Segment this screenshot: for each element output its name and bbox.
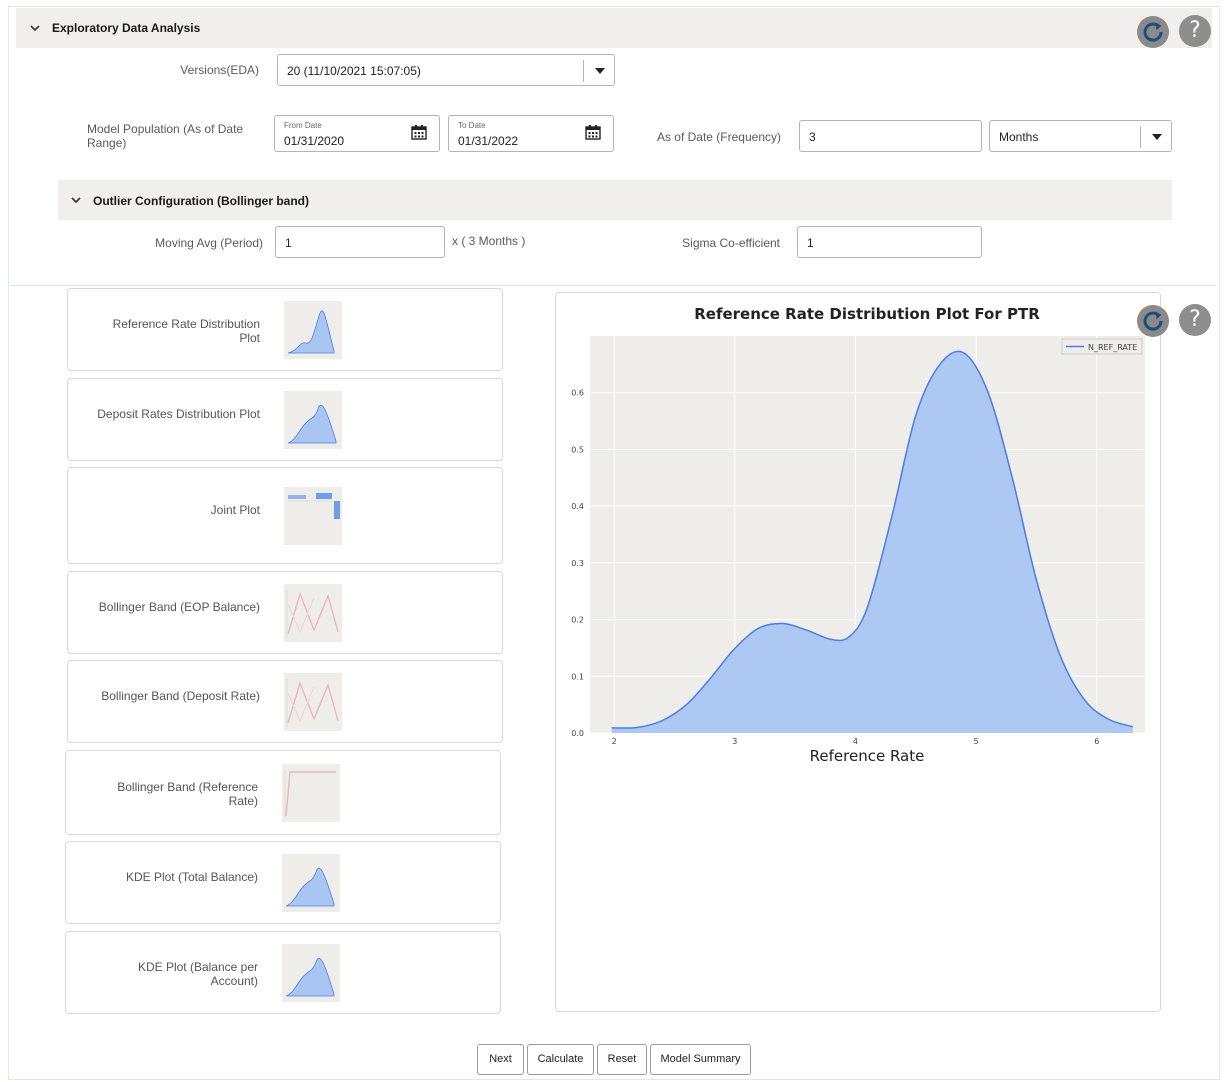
calculate-button[interactable]: Calculate <box>527 1044 594 1075</box>
y-tick-label: 0.0 <box>571 729 584 738</box>
page-frame <box>8 6 1220 1080</box>
chevron-down-icon[interactable] <box>71 195 81 205</box>
chevron-down-icon[interactable] <box>30 23 40 33</box>
plot-tile[interactable]: Deposit Rates Distribution Plot <box>67 378 503 461</box>
plot-tile-label: Joint Plot <box>210 502 260 517</box>
plot-tile[interactable]: KDE Plot (Total Balance) <box>65 841 501 924</box>
model-summary-button[interactable]: Model Summary <box>650 1044 751 1075</box>
legend-box <box>1061 338 1143 355</box>
x-tick-label: 5 <box>974 737 979 746</box>
help-icon[interactable]: ? <box>1179 15 1211 47</box>
refresh-icon[interactable] <box>1137 16 1169 48</box>
plot-tile-label: Bollinger Band (Deposit Rate) <box>101 688 260 703</box>
plot-thumbnail[interactable] <box>284 300 342 359</box>
help-icon[interactable]: ? <box>1179 304 1211 336</box>
kde-area <box>611 351 1133 733</box>
from-date-label: From Date <box>284 121 322 130</box>
moving-avg-suffix: x ( 3 Months ) <box>452 234 526 248</box>
sigma-value: 1 <box>807 236 814 250</box>
x-ticks: 2 3 4 5 6 <box>612 737 1100 746</box>
versions-select[interactable]: 20 (11/10/2021 15:07:05) <box>277 54 615 86</box>
to-date-label: To Date <box>458 121 486 130</box>
plot-thumbnail[interactable] <box>284 390 342 449</box>
frequency-input[interactable]: 3 <box>799 120 982 152</box>
sigma-input[interactable]: 1 <box>797 226 982 258</box>
legend-entry: N_REF_RATE <box>1088 343 1137 352</box>
frequency-unit-value: Months <box>999 130 1039 144</box>
x-axis-label: Reference Rate <box>810 747 925 765</box>
plot-tile-label: Deposit Rates Distribution Plot <box>97 406 260 421</box>
next-button[interactable]: Next <box>477 1044 524 1075</box>
x-tick-label: 2 <box>612 737 617 746</box>
frequency-value: 3 <box>809 130 816 144</box>
caret-down-icon[interactable] <box>595 68 605 74</box>
eda-section-header[interactable]: Exploratory Data Analysis <box>16 8 1212 48</box>
eda-config-panel <box>10 6 1216 286</box>
outlier-title: Outlier Configuration (Bollinger band) <box>93 194 309 208</box>
plot-thumbnail[interactable] <box>282 853 340 912</box>
section-title: Exploratory Data Analysis <box>52 21 201 35</box>
plot-tile[interactable]: Bollinger Band (Reference Rate) <box>65 750 501 835</box>
plot-tile[interactable]: Joint Plot <box>67 467 503 564</box>
plot-tile[interactable]: Reference Rate Distribution Plot <box>67 288 503 371</box>
moving-avg-value: 1 <box>285 236 292 250</box>
to-date-field[interactable]: To Date 01/31/2022 <box>448 115 614 152</box>
from-date-field[interactable]: From Date 01/31/2020 <box>274 115 440 152</box>
y-tick-label: 0.4 <box>571 502 584 511</box>
y-tick-label: 0.2 <box>571 616 584 625</box>
plot-tile-label: KDE Plot (Balance per Account) <box>137 959 258 988</box>
x-tick-label: 4 <box>853 737 858 746</box>
chart-title: Reference Rate Distribution Plot For PTR <box>694 305 1040 323</box>
outlier-section-header[interactable]: Outlier Configuration (Bollinger band) <box>58 180 1172 220</box>
plot-tile-label: KDE Plot (Total Balance) <box>125 869 258 884</box>
plot-thumbnail[interactable] <box>284 583 342 642</box>
moving-avg-label: Moving Avg (Period) <box>155 236 263 250</box>
reference-rate-chart: 2 3 4 5 6 0.0 0.1 0.2 0.3 0.4 0.5 0.6 Reference Ra… <box>571 305 1145 765</box>
plot-tile[interactable]: Bollinger Band (Deposit Rate) <box>67 660 503 743</box>
x-tick-label: 6 <box>1094 737 1099 746</box>
x-tick-label: 3 <box>732 737 737 746</box>
versions-value: 20 (11/10/2021 15:07:05) <box>287 64 421 78</box>
y-tick-label: 0.1 <box>571 672 584 681</box>
plot-thumbnail[interactable] <box>282 943 340 1002</box>
plot-tile[interactable]: Bollinger Band (EOP Balance) <box>67 571 503 654</box>
plot-thumbnail[interactable] <box>284 672 342 731</box>
versions-label: Versions(EDA) <box>180 63 259 77</box>
plot-tile[interactable]: KDE Plot (Balance per Account) <box>65 931 501 1014</box>
plot-thumbnail[interactable] <box>282 763 340 822</box>
reset-button[interactable]: Reset <box>597 1044 647 1075</box>
plot-tile-label: Reference Rate Distribution Plot <box>112 316 260 345</box>
from-date-value: 01/31/2020 <box>284 134 345 148</box>
plot-tile-label: Bollinger Band (EOP Balance) <box>98 599 260 614</box>
y-tick-label: 0.6 <box>571 389 584 398</box>
plot-thumbnail[interactable] <box>284 486 342 545</box>
to-date-value: 01/31/2022 <box>458 134 519 148</box>
y-ticks: 0.0 0.1 0.2 0.3 0.4 0.5 0.6 <box>571 389 584 738</box>
calendar-icon[interactable] <box>585 124 601 140</box>
y-tick-label: 0.5 <box>571 445 584 454</box>
caret-down-icon[interactable] <box>1152 134 1162 140</box>
chart-panel: 2 3 4 5 6 0.0 0.1 0.2 0.3 0.4 0.5 0.6 Reference Ra… <box>555 292 1161 1012</box>
model-population-label: Model Population (As of Date Range) <box>87 122 244 150</box>
calendar-icon[interactable] <box>411 124 427 140</box>
select-divider <box>1140 126 1141 148</box>
kde-line <box>611 350 1134 729</box>
refresh-icon[interactable] <box>1137 305 1169 337</box>
select-divider <box>583 60 584 82</box>
plot-tile-label: Bollinger Band (Reference Rate) <box>117 779 258 808</box>
frequency-unit-select[interactable]: Months <box>989 120 1172 152</box>
frequency-label: As of Date (Frequency) <box>656 130 781 144</box>
y-tick-label: 0.3 <box>571 559 584 568</box>
moving-avg-input[interactable]: 1 <box>275 226 445 258</box>
sigma-label: Sigma Co-efficient <box>682 236 780 250</box>
legend: N_REF_RATE <box>1061 338 1143 355</box>
